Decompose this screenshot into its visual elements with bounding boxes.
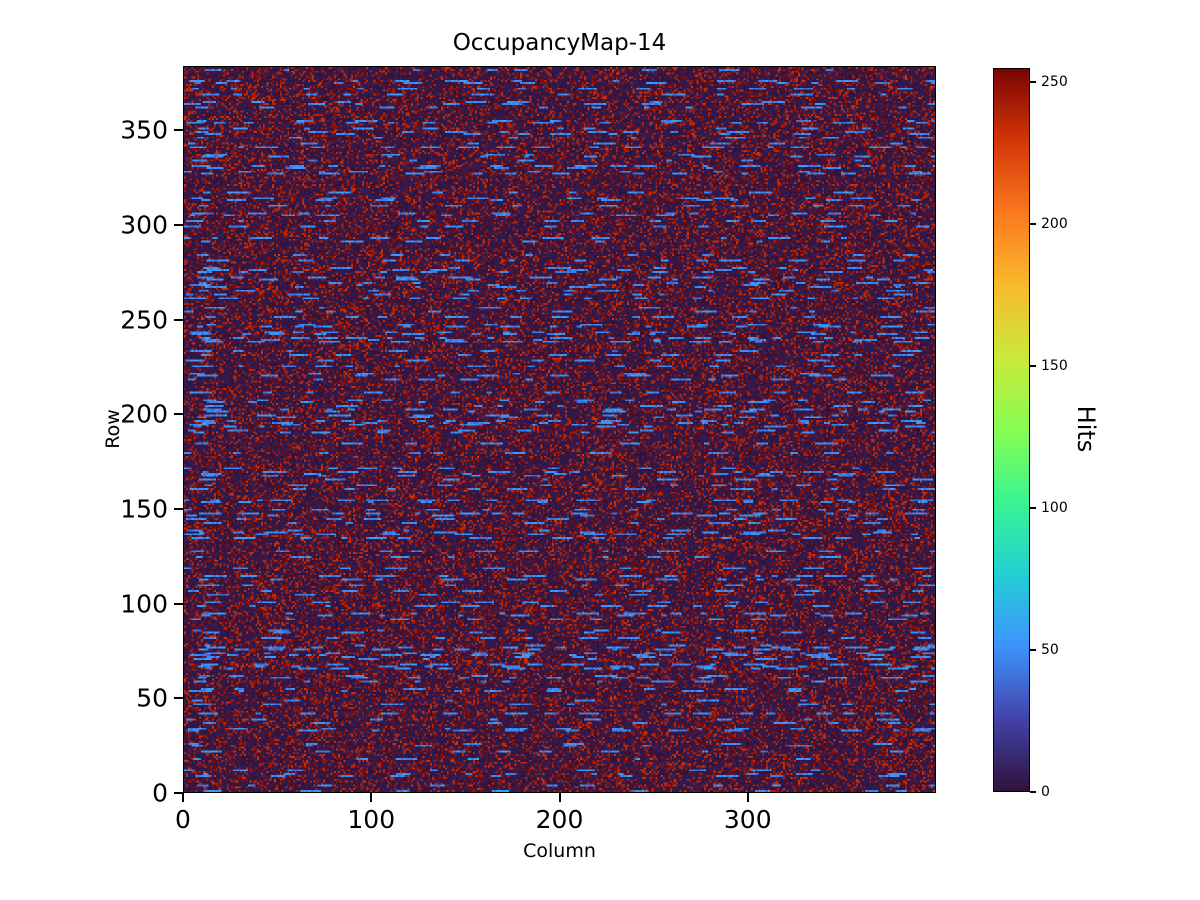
colorbar-tick-mark — [1030, 223, 1036, 226]
x-tick-label: 0 — [175, 805, 191, 834]
x-tick-label: 200 — [535, 805, 584, 834]
y-tick-mark — [174, 318, 183, 321]
y-tick-mark — [174, 602, 183, 605]
colorbar-tick-label: 200 — [1041, 216, 1068, 233]
y-tick-mark — [174, 508, 183, 511]
x-tick-mark — [370, 793, 373, 802]
y-tick-mark — [174, 224, 183, 227]
y-tick-label: 100 — [120, 589, 168, 619]
x-tick-label: 100 — [347, 805, 396, 834]
colorbar-tick-label: 250 — [1041, 74, 1068, 91]
y-tick-label: 200 — [120, 399, 168, 429]
colorbar-tick-mark — [1030, 791, 1036, 793]
y-axis-ticks: 0 50 100 150 200 250 300 350 — [0, 66, 183, 808]
x-axis-label: Column — [523, 840, 596, 862]
x-tick-label: 300 — [723, 805, 772, 834]
x-tick-mark — [182, 793, 184, 802]
colorbar-tick-mark — [1030, 649, 1036, 652]
y-tick-mark — [174, 129, 183, 132]
colorbar — [993, 68, 1030, 792]
y-tick-label: 250 — [120, 305, 168, 335]
colorbar-ticks: 0 50 100 150 200 250 — [1030, 68, 1100, 800]
colorbar-tick-label: 100 — [1041, 500, 1068, 517]
y-tick-mark — [174, 413, 183, 416]
colorbar-tick-mark — [1030, 365, 1036, 368]
y-axis-label: Row — [102, 409, 124, 449]
y-tick-label: 50 — [136, 683, 168, 713]
colorbar-tick-mark — [1030, 507, 1036, 510]
x-tick-mark — [558, 793, 561, 802]
colorbar-tick-label: 50 — [1041, 642, 1059, 659]
plot-area — [183, 66, 936, 793]
y-tick-label: 150 — [120, 494, 168, 524]
y-tick-mark — [174, 697, 183, 700]
colorbar-tick-mark — [1030, 81, 1036, 84]
y-tick-mark — [174, 792, 183, 794]
colorbar-tick-label: 0 — [1041, 784, 1050, 800]
heatmap-canvas — [184, 67, 935, 792]
y-tick-label: 0 — [152, 778, 168, 808]
colorbar-label: Hits — [1072, 405, 1100, 453]
chart-title: OccupancyMap-14 — [452, 30, 667, 56]
colorbar-tick-label: 150 — [1041, 358, 1068, 375]
y-tick-label: 300 — [120, 210, 168, 240]
x-tick-mark — [746, 793, 749, 802]
y-tick-label: 350 — [120, 115, 168, 145]
